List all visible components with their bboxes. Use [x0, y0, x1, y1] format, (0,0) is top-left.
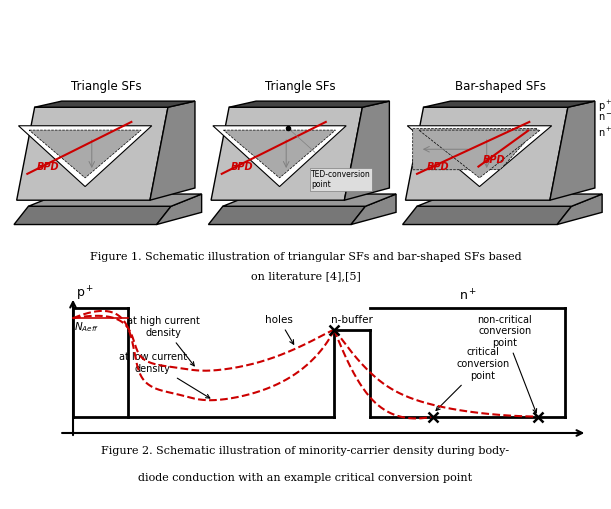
Text: BPD: BPD: [482, 155, 505, 165]
Polygon shape: [16, 107, 168, 200]
Text: critical
conversion
point: critical conversion point: [436, 347, 510, 410]
Polygon shape: [406, 107, 568, 200]
Polygon shape: [14, 206, 171, 224]
Text: Figure 2. Schematic illustration of minority-carrier density during body-: Figure 2. Schematic illustration of mino…: [101, 446, 510, 456]
Polygon shape: [557, 194, 602, 224]
Text: Triangle SFs: Triangle SFs: [70, 80, 141, 93]
Text: Triangle SFs: Triangle SFs: [265, 80, 335, 93]
Polygon shape: [156, 194, 202, 224]
Text: TED-conversion
point: TED-conversion point: [311, 170, 371, 189]
Text: n$^+$: n$^+$: [458, 288, 477, 303]
Text: BPD: BPD: [427, 162, 450, 172]
Polygon shape: [403, 206, 571, 224]
Text: Bar-shaped SFs: Bar-shaped SFs: [455, 80, 546, 93]
Polygon shape: [28, 194, 202, 206]
Text: n$^+$: n$^+$: [598, 126, 611, 138]
Polygon shape: [419, 130, 540, 178]
Text: at low current
density: at low current density: [119, 352, 210, 398]
Text: $N_{Aeff}$: $N_{Aeff}$: [74, 320, 100, 333]
Text: diode conduction with an example critical conversion point: diode conduction with an example critica…: [139, 473, 472, 484]
Text: BPD: BPD: [231, 162, 254, 172]
Polygon shape: [223, 194, 396, 206]
Polygon shape: [150, 101, 195, 200]
Polygon shape: [345, 101, 389, 200]
Text: p$^+$: p$^+$: [598, 98, 611, 114]
Polygon shape: [351, 194, 396, 224]
Polygon shape: [417, 194, 602, 206]
Polygon shape: [550, 101, 595, 200]
Text: on literature [4],[5]: on literature [4],[5]: [251, 272, 360, 281]
Text: BPD: BPD: [37, 162, 59, 172]
Text: n-buffer: n-buffer: [331, 315, 373, 325]
Text: at high current
density: at high current density: [127, 316, 200, 366]
Text: holes: holes: [265, 315, 294, 344]
Polygon shape: [213, 126, 346, 187]
Polygon shape: [208, 206, 365, 224]
Text: non-critical
conversion
point: non-critical conversion point: [477, 315, 536, 413]
Polygon shape: [211, 107, 362, 200]
Text: p$^+$: p$^+$: [76, 285, 94, 303]
Polygon shape: [408, 126, 552, 187]
Text: Figure 1. Schematic illustration of triangular SFs and bar-shaped SFs based: Figure 1. Schematic illustration of tria…: [90, 252, 521, 262]
Polygon shape: [35, 101, 195, 107]
Polygon shape: [229, 101, 389, 107]
Polygon shape: [224, 130, 335, 178]
Polygon shape: [18, 126, 152, 187]
Polygon shape: [412, 128, 537, 170]
Text: n$^-$: n$^-$: [598, 112, 611, 123]
Polygon shape: [29, 130, 141, 178]
Polygon shape: [423, 101, 595, 107]
